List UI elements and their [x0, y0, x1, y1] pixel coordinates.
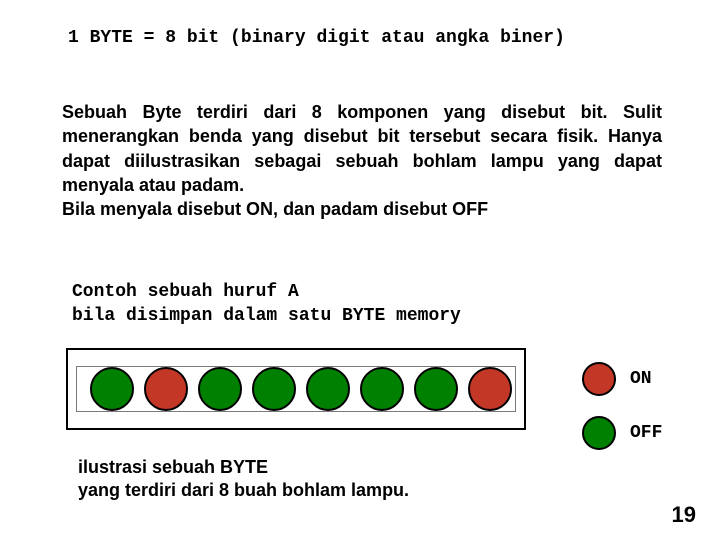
page-number: 19 — [672, 502, 696, 528]
legend-on-label: ON — [630, 369, 652, 389]
illustration-label: ilustrasi sebuah BYTE yang terdiri dari … — [78, 456, 409, 503]
legend-off: OFF — [582, 416, 662, 450]
byte-box — [66, 348, 526, 430]
legend-on-circle — [582, 362, 616, 396]
body-paragraph: Sebuah Byte terdiri dari 8 komponen yang… — [62, 100, 662, 221]
illustration-label-line1: ilustrasi sebuah BYTE — [78, 457, 268, 477]
example-label-line2: bila disimpan dalam satu BYTE memory — [72, 306, 461, 326]
legend-off-label: OFF — [630, 423, 662, 443]
bit-circle-6 — [414, 367, 458, 411]
page-heading: 1 BYTE = 8 bit (binary digit atau angka … — [68, 28, 565, 48]
example-label: Contoh sebuah huruf A bila disimpan dala… — [72, 280, 461, 329]
bit-circle-1 — [144, 367, 188, 411]
bit-circle-0 — [90, 367, 134, 411]
example-label-line1: Contoh sebuah huruf A — [72, 282, 299, 302]
bit-circle-2 — [198, 367, 242, 411]
bit-circle-5 — [360, 367, 404, 411]
legend-off-circle — [582, 416, 616, 450]
bit-circle-3 — [252, 367, 296, 411]
bit-circle-4 — [306, 367, 350, 411]
legend-on: ON — [582, 362, 652, 396]
bit-circle-7 — [468, 367, 512, 411]
illustration-label-line2: yang terdiri dari 8 buah bohlam lampu. — [78, 480, 409, 500]
